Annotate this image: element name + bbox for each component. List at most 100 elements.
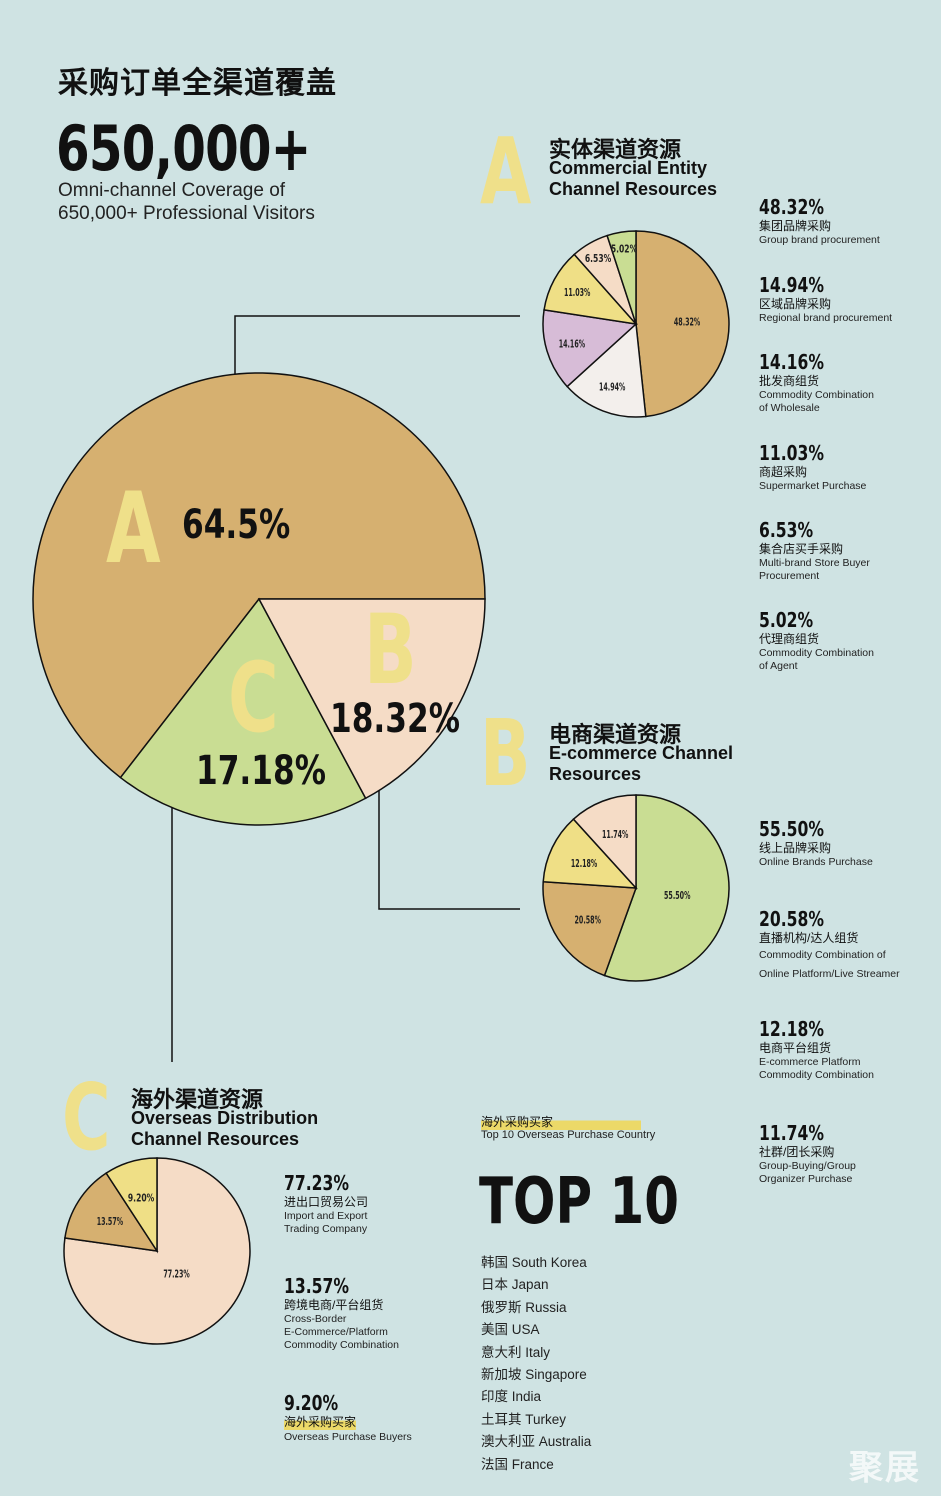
stat-zh: 线上品牌采购 [759, 841, 832, 855]
stat-zh: 电商平台组货 [759, 1041, 832, 1055]
stat-en: Online Platform/Live Streamer [759, 968, 900, 980]
stat-en: Commodity Combination [759, 389, 874, 401]
stat-c-3: 9.20% 海外采购买家 Overseas Purchase Buyers [284, 1391, 454, 1448]
top10-country-list: 韩国 South Korea 日本 Japan 俄罗斯 Russia 美国 US… [481, 1251, 591, 1475]
stat-b-3: 12.18% 电商平台组货 E-commerce Platform Commod… [759, 1017, 939, 1086]
stat-pct: 77.23% [284, 1171, 349, 1195]
section-b-title-en2: Resources [549, 764, 642, 784]
stat-en: E-commerce Platform [759, 1056, 861, 1068]
stat-pct: 6.53% [759, 518, 814, 542]
stat-en: Multi-brand Store Buyer [759, 557, 870, 569]
stat-en: Commodity Combination of [759, 949, 886, 961]
stat-pct: 12.18% [759, 1017, 824, 1041]
stat-a-3: 14.16% 批发商组货 Commodity Combination of Wh… [759, 350, 929, 419]
stat-pct: 9.20% [284, 1391, 339, 1415]
pie-channel-a: 48.32% 14.94% 14.16% 11.03% 6.53%5.02% [542, 230, 730, 418]
main-label-b-letter: B [364, 594, 417, 706]
pie-slice [542, 818, 638, 889]
top10-en: Top 10 Overseas Purchase Country [481, 1129, 656, 1141]
watermark: 聚展 [849, 1449, 921, 1487]
pie-slice [543, 253, 638, 326]
main-label-a-letter: A [106, 472, 161, 586]
section-c-letter: C [62, 1064, 111, 1171]
stat-en: Trading Company [284, 1223, 368, 1235]
pie-slice [603, 794, 730, 982]
stat-b-2: 20.58% 直播机构/达人组货 Commodity Combination o… [759, 907, 939, 988]
stat-pct: 20.58% [759, 907, 824, 931]
pie-slice [566, 322, 647, 418]
section-b-title-zh: 电商渠道资源 [549, 722, 682, 747]
pie-slice-label: 11.03% [564, 286, 590, 299]
stat-pct: 14.16% [759, 350, 824, 374]
stat-pct: 14.94% [759, 273, 824, 297]
pie-channel-c: 77.23% 13.57% 9.20% [63, 1157, 251, 1345]
pie-slice-label: 48.32% [674, 315, 700, 328]
pie-slice [635, 230, 730, 418]
pie-slice-label: 77.23% [163, 1267, 189, 1280]
section-a-title-zh: 实体渠道资源 [549, 137, 682, 162]
stat-b-1: 55.50% 线上品牌采购 Online Brands Purchase [759, 817, 939, 873]
stat-en: Overseas Purchase Buyers [284, 1431, 412, 1443]
stat-a-2: 14.94% 区域品牌采购 Regional brand procurement [759, 273, 929, 329]
stat-en: Procurement [759, 570, 820, 582]
stat-zh: 跨境电商/平台组货 [284, 1298, 384, 1312]
stat-zh-highlight: 海外采购买家 [284, 1413, 416, 1430]
pie-slice-label: 9.20% [128, 1192, 154, 1205]
stat-zh: 社群/团长采购 [759, 1145, 835, 1159]
pie-slice [64, 1172, 159, 1252]
pie-slice [572, 794, 637, 890]
headline-line2: 650,000+ Professional Visitors [58, 203, 315, 224]
stat-en: Online Brands Purchase [759, 856, 873, 868]
pie-channel-b: 55.50% 20.58% 12.18% 11.74% [542, 794, 730, 982]
country-item: 美国 USA [481, 1322, 540, 1338]
country-item: 法国 France [481, 1456, 554, 1472]
headline-line1: Omni-channel Coverage of [58, 180, 286, 201]
section-a-title-en1: Commercial Entity [549, 158, 708, 178]
pie-slice [257, 598, 486, 800]
stat-en: E-Commerce/Platform [284, 1326, 388, 1338]
main-label-a-pct: 64.5% [182, 502, 291, 548]
section-a-letter: A [480, 118, 532, 225]
stat-en: of Wholesale [759, 402, 820, 414]
stat-zh: 进出口贸易公司 [284, 1195, 369, 1209]
stat-en: Group brand procurement [759, 234, 880, 246]
pie-slice-label: 12.18% [571, 857, 597, 870]
stat-zh: 区域品牌采购 [759, 297, 832, 311]
stat-pct: 5.02% [759, 608, 814, 632]
stat-pct: 11.74% [759, 1121, 824, 1145]
main-label-c-letter: C [228, 642, 279, 754]
top10-title: TOP 10 [479, 1165, 679, 1239]
pie-slice [32, 372, 486, 779]
country-item: 韩国 South Korea [481, 1255, 587, 1270]
section-c-title-en1: Overseas Distribution [131, 1108, 319, 1128]
pie-slice [119, 597, 367, 826]
stat-en: Cross-Border [284, 1313, 347, 1325]
country-item: 新加坡 Singapore [481, 1366, 587, 1382]
stat-c-2: 13.57% 跨境电商/平台组货 Cross-Border E-Commerce… [284, 1274, 454, 1356]
pie-slice-label: 11.74% [602, 828, 628, 841]
country-item: 土耳其 Turkey [481, 1411, 567, 1427]
stat-a-4: 11.03% 商超采购 Supermarket Purchase [759, 441, 929, 497]
section-a-title-en2: Channel Resources [549, 179, 718, 199]
country-item: 俄罗斯 Russia [481, 1299, 567, 1315]
stat-zh: 海外采购买家 [284, 1413, 357, 1430]
stat-zh: 批发商组货 [759, 374, 820, 388]
pie-slice [105, 1157, 158, 1254]
country-item: 澳大利亚 Australia [481, 1434, 592, 1450]
stat-pct: 11.03% [759, 441, 824, 465]
pie-slice [606, 230, 637, 325]
headline-number: 650,000+ [56, 112, 311, 185]
country-item: 日本 Japan [481, 1277, 549, 1293]
stat-pct: 55.50% [759, 817, 824, 841]
stat-zh: 集合店买手采购 [759, 542, 844, 556]
main-label-c-pct: 17.18% [196, 748, 326, 794]
pie-slice [542, 309, 638, 388]
stat-pct: 48.32% [759, 195, 824, 219]
stat-en: Regional brand procurement [759, 312, 893, 324]
stat-en: of Agent [759, 660, 798, 672]
stat-a-5: 6.53% 集合店买手采购 Multi-brand Store Buyer Pr… [759, 518, 929, 587]
stat-en: Group-Buying/Group [759, 1160, 856, 1172]
pie-slice-label: 20.58% [575, 914, 601, 927]
stat-zh: 商超采购 [759, 465, 808, 479]
pie-slice-label: 5.02% [611, 243, 637, 256]
